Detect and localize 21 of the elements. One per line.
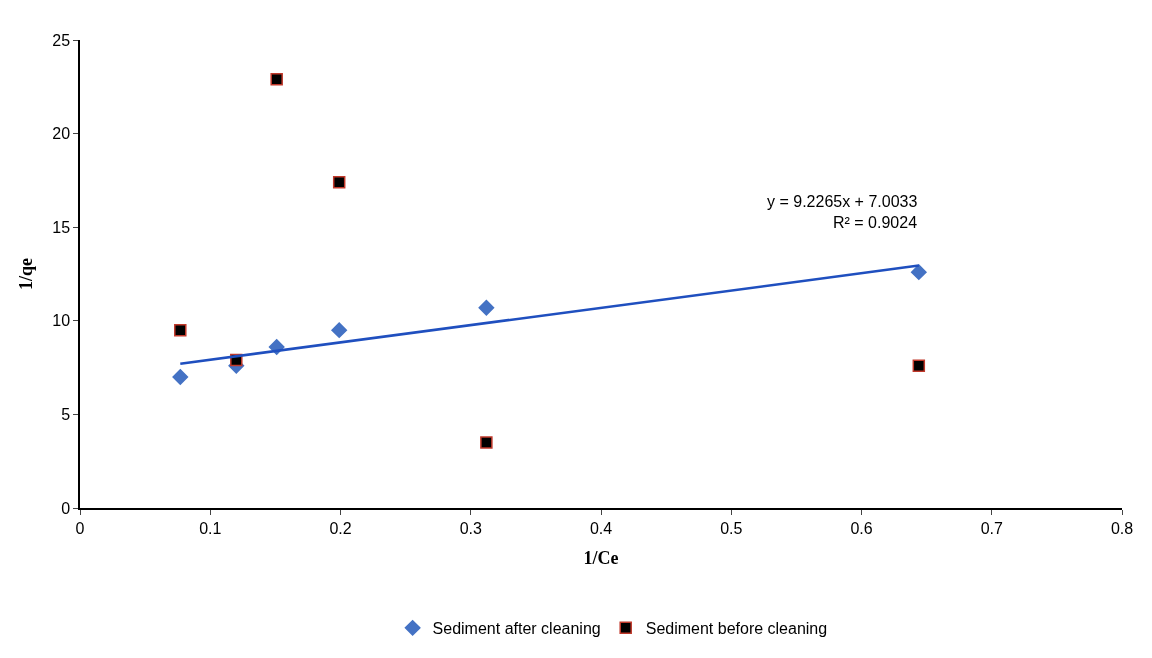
x-tick-label: 0 (75, 519, 85, 537)
annotation: R² = 0.9024 (833, 214, 918, 231)
legend-label: Sediment before cleaning (645, 620, 828, 638)
y-axis-title: 1/qe (15, 257, 36, 291)
x-tick-label: 0.1 (199, 519, 222, 537)
y-tick-label: 0 (61, 499, 71, 517)
legend-label: Sediment after cleaning (432, 620, 601, 638)
x-tick-label: 0.8 (1110, 519, 1134, 537)
y-tick-label: 25 (52, 31, 71, 49)
x-tick-label: 0.2 (329, 519, 352, 537)
y-tick-label: 10 (52, 312, 71, 330)
x-tick-label: 0.5 (720, 519, 743, 537)
y-tick-label: 20 (52, 125, 71, 143)
x-axis-title: 1/Ce (583, 547, 619, 568)
x-tick-label: 0.3 (459, 519, 482, 537)
annotation: y = 9.2265x + 7.0033 (767, 193, 918, 210)
x-tick-label: 0.7 (980, 519, 1003, 537)
x-tick-label: 0.4 (589, 519, 613, 537)
y-tick-label: 5 (61, 406, 71, 423)
x-tick-label: 0.6 (850, 519, 873, 537)
y-tick-label: 15 (52, 218, 71, 236)
